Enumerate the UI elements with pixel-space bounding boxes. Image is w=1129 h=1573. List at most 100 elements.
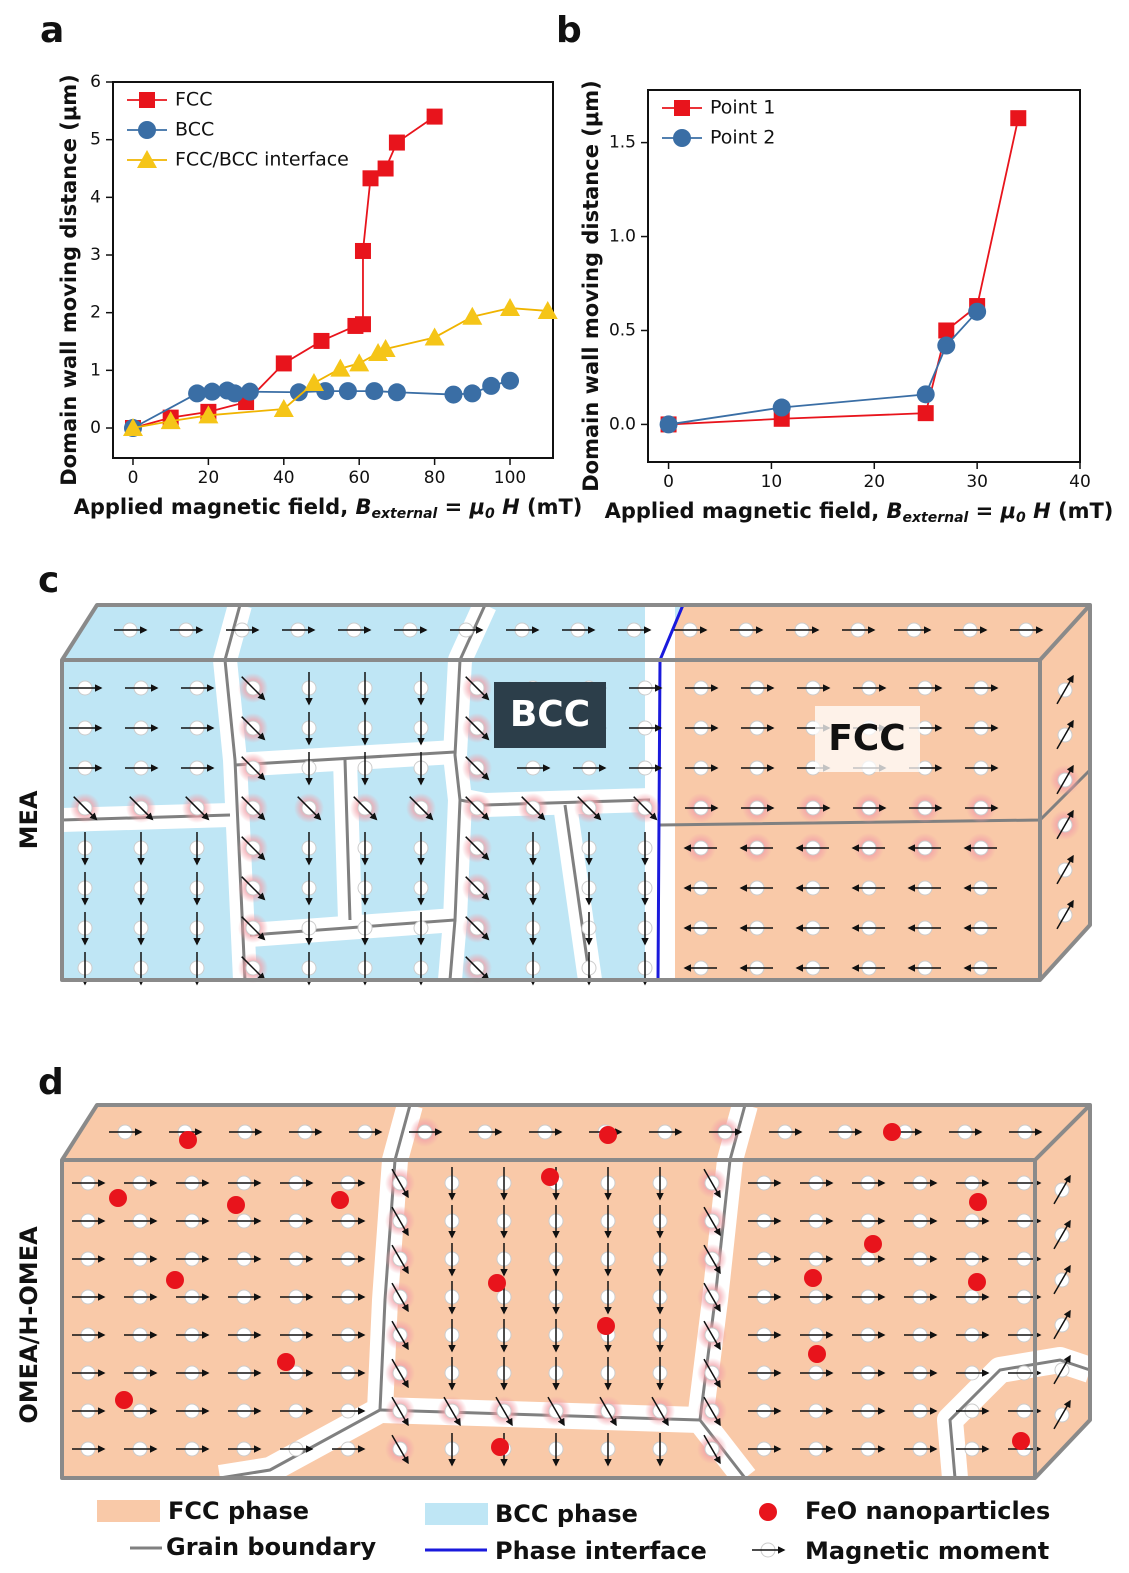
feo-particle [115, 1391, 133, 1409]
plot-frame [647, 89, 1081, 463]
magnetic-moment [629, 680, 663, 696]
magnetic-moment [280, 1289, 314, 1305]
x-tick-label: 100 [494, 468, 526, 488]
x-axis-label-part: = [437, 495, 469, 519]
magnetic-moment [332, 1213, 366, 1229]
magnetic-moment [907, 920, 941, 936]
magnetic-moment [795, 920, 829, 936]
magnetic-moment [963, 833, 997, 863]
row-label: MEA [15, 790, 43, 849]
magnetic-moment [1053, 1219, 1071, 1250]
magnetic-moment [301, 752, 317, 786]
panel-label: a [40, 10, 64, 51]
marker [338, 382, 357, 401]
marker [354, 242, 371, 259]
x-axis-label-part: B [887, 499, 903, 523]
legend-text: Point 2 [710, 127, 775, 149]
magnetic-moment [462, 873, 492, 903]
magnetic-moment [462, 713, 492, 743]
marker [377, 160, 394, 177]
legend-text: FCC/BCC interface [175, 149, 349, 171]
marker [375, 339, 396, 358]
moment-arrow [241, 836, 266, 861]
marker [772, 398, 791, 417]
y-tick-label: 2 [90, 303, 101, 323]
magnetic-moment [170, 622, 204, 638]
magnetic-moment [907, 960, 941, 976]
feo-particle [804, 1269, 822, 1287]
magnetic-moment [69, 760, 103, 776]
magnetic-moment [1010, 622, 1044, 638]
magnetic-moment [357, 672, 373, 706]
moment-arrow [241, 676, 266, 701]
magnetic-moment [385, 1244, 415, 1275]
magnetic-moment [72, 1251, 106, 1267]
marker [160, 411, 181, 430]
moment-arrow [465, 756, 490, 781]
magnetic-moment [965, 793, 999, 823]
magnetic-moment [600, 1205, 616, 1239]
marker [349, 353, 370, 372]
group [60, 603, 1092, 982]
magnetic-moment [228, 1327, 262, 1343]
magnetic-moment [965, 760, 999, 776]
y-tick-label: 0.0 [609, 414, 636, 434]
y-tick-label: 0.5 [609, 320, 636, 340]
magnetic-moment [181, 680, 215, 696]
magnetic-moment [548, 1357, 564, 1391]
magnetic-moment [228, 1441, 262, 1457]
magnetic-moment [444, 1433, 460, 1467]
magnetic-moment [853, 793, 887, 823]
feo-particle [277, 1353, 295, 1371]
magnetic-moment [450, 622, 484, 638]
magnetic-moment [562, 622, 596, 638]
magnetic-moment [800, 1327, 834, 1343]
moment-arrow [465, 876, 490, 901]
magnetic-moment [954, 622, 988, 638]
magnetic-moment [228, 1251, 262, 1267]
x-axis-label-part: μ [469, 495, 485, 519]
x-axis-label-part: Applied magnetic field, [605, 499, 887, 523]
moment-arrow [353, 796, 378, 821]
magnetic-moment [852, 1327, 886, 1343]
magnetic-moment [1053, 1309, 1071, 1340]
marker [354, 316, 371, 333]
marker [917, 405, 934, 422]
magnetic-moment [741, 680, 775, 696]
magnetic-moment [548, 1319, 564, 1353]
marker [444, 385, 463, 404]
magnetic-moment [406, 793, 436, 823]
magnetic-moment [709, 1117, 743, 1147]
x-axis-label-part: 0 [1016, 510, 1026, 526]
magnetic-moment [797, 680, 831, 696]
moment-arrow [465, 796, 490, 821]
magnetic-moment [238, 713, 268, 743]
magnetic-moment [697, 1434, 727, 1465]
moment-arrow [391, 1244, 409, 1275]
magnetic-moment [228, 1175, 262, 1191]
moment-arrow [703, 1168, 721, 1199]
magnetic-moment [182, 793, 212, 823]
moment-arrow [703, 1434, 721, 1465]
moment-arrow [465, 916, 490, 941]
magnetic-moment [739, 960, 773, 976]
phase-label: FCC [828, 718, 905, 759]
magnetic-moment [289, 1124, 323, 1140]
legend-text: FCC [175, 89, 212, 111]
magnetic-moment [629, 760, 663, 776]
group [69, 622, 1080, 986]
magnetic-moment [965, 720, 999, 736]
feo-particle [331, 1191, 349, 1209]
magnetic-moment [238, 913, 268, 943]
marker [330, 358, 351, 377]
legend-text: Phase interface [495, 1537, 707, 1565]
magnetic-moment [518, 793, 548, 823]
moment-arrow [703, 1244, 721, 1275]
magnetic-moment [357, 752, 373, 786]
magnetic-moment [462, 953, 492, 983]
magnetic-moment [133, 912, 149, 946]
magnetic-moment [851, 960, 885, 976]
magnetic-moment [413, 672, 429, 706]
magnetic-moment [349, 1124, 383, 1140]
magnetic-moment [189, 952, 205, 986]
